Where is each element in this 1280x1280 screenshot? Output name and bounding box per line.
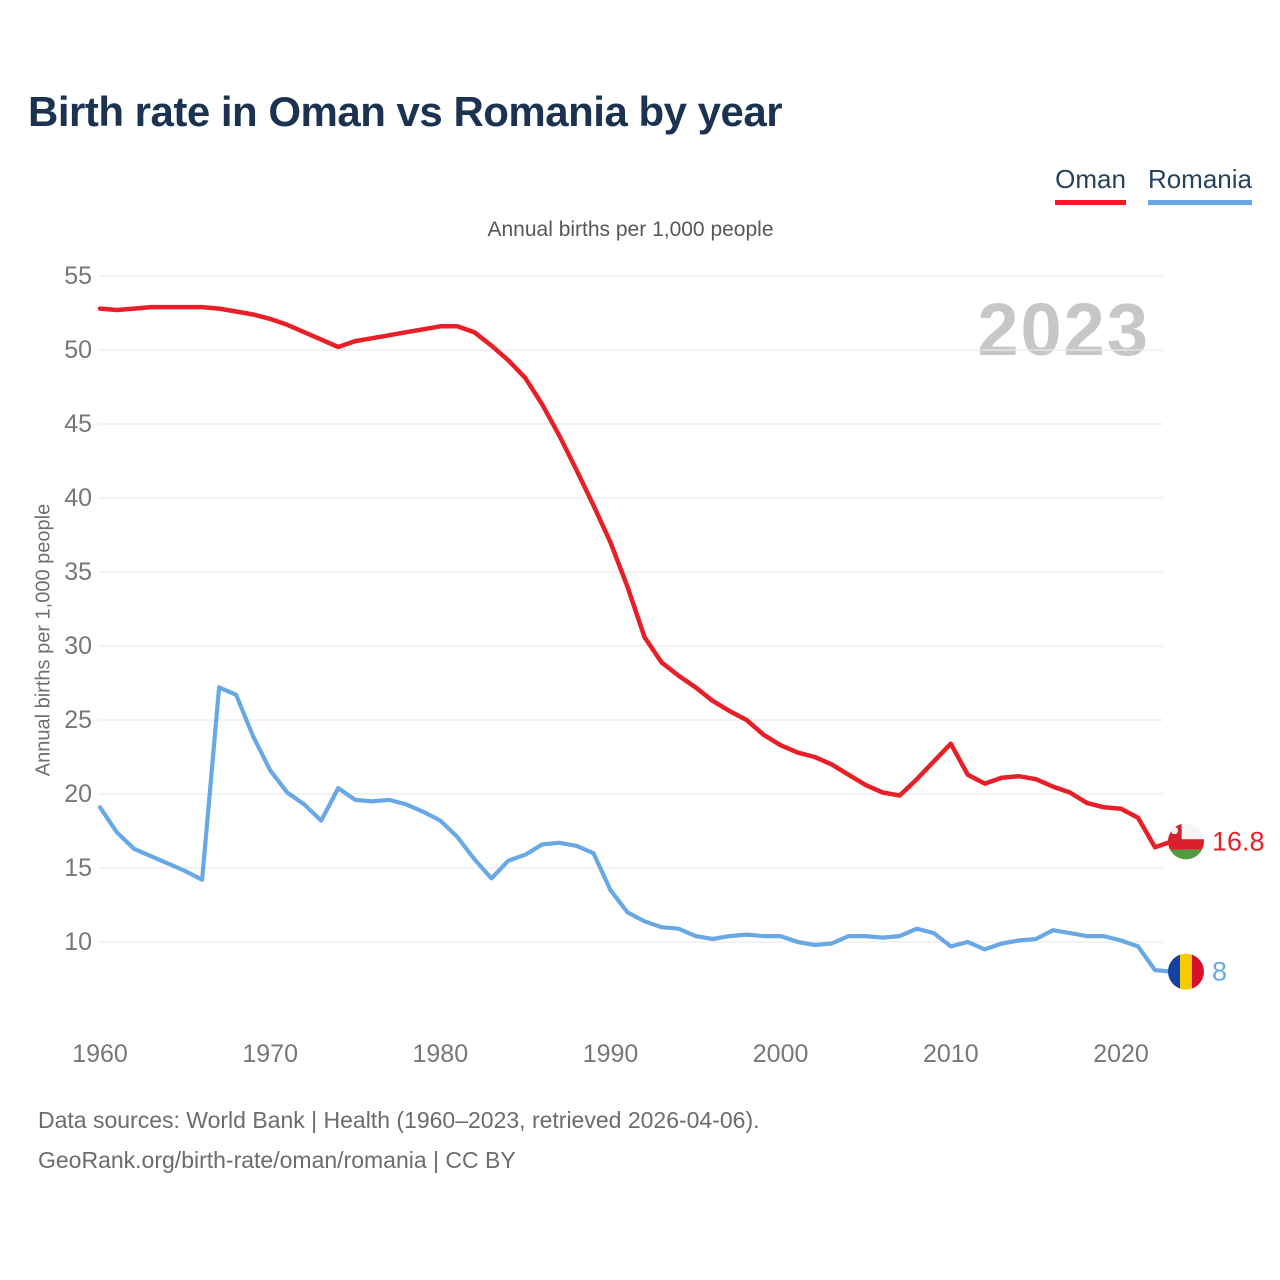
romania-end-value: 8 <box>1212 957 1227 987</box>
oman-line <box>97 304 1175 850</box>
legend-item-oman[interactable]: Oman <box>1055 164 1126 205</box>
page-title: Birth rate in Oman vs Romania by year <box>28 88 783 135</box>
x-tick-label: 1980 <box>412 1040 468 1068</box>
y-tick-label: 35 <box>64 558 92 586</box>
y-tick-label: 40 <box>64 484 92 512</box>
chart-subtitle: Annual births per 1,000 people <box>487 218 774 241</box>
footer: Data sources: World Bank | Health (1960–… <box>38 1100 760 1180</box>
y-tick-label: 20 <box>64 780 92 808</box>
y-tick-label: 30 <box>64 632 92 660</box>
footer-attribution: GeoRank.org/birth-rate/oman/romania | CC… <box>38 1147 516 1173</box>
x-tick-label: 2000 <box>753 1040 809 1068</box>
x-tick-label: 2010 <box>923 1040 979 1068</box>
y-tick-label: 55 <box>64 262 92 290</box>
y-tick-label: 50 <box>64 336 92 364</box>
y-tick-label: 15 <box>64 854 92 882</box>
romania-line <box>97 685 1175 974</box>
x-tick-label: 1990 <box>583 1040 639 1068</box>
y-tick-label: 25 <box>64 706 92 734</box>
x-tick-label: 2020 <box>1093 1040 1149 1068</box>
legend-item-romania[interactable]: Romania <box>1147 164 1252 205</box>
oman-end-value: 16.8 <box>1212 826 1265 856</box>
romania-flag-icon <box>1168 953 1204 990</box>
x-tick-label: 1960 <box>72 1040 128 1068</box>
watermark-year: 2023 <box>977 288 1150 371</box>
footer-sources: Data sources: World Bank | Health (1960–… <box>38 1107 760 1133</box>
x-tick-label: 1970 <box>242 1040 298 1068</box>
y-tick-label: 45 <box>64 410 92 438</box>
y-tick-label: 10 <box>64 928 92 956</box>
legend: Oman Romania <box>1055 164 1252 205</box>
oman-flag-icon <box>1168 823 1204 860</box>
